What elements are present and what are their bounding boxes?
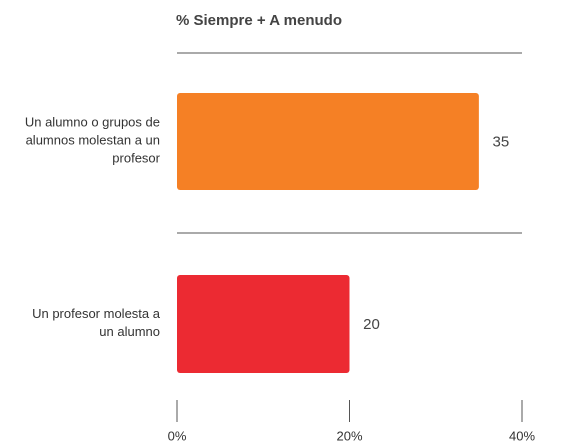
category-label: Un profesor molesta a un alumno [32, 306, 161, 339]
value-label: 35 [493, 133, 510, 150]
chart-title: % Siempre + A menudo [176, 12, 342, 29]
x-tick-label: 20% [336, 428, 362, 443]
category-label: Un alumno o grupos de alumnos molestan a … [25, 115, 161, 166]
x-tick-label: 40% [509, 428, 535, 443]
bar [177, 93, 479, 190]
bar [177, 275, 350, 373]
value-label: 20 [363, 316, 380, 333]
x-tick-label: 0% [168, 428, 187, 443]
